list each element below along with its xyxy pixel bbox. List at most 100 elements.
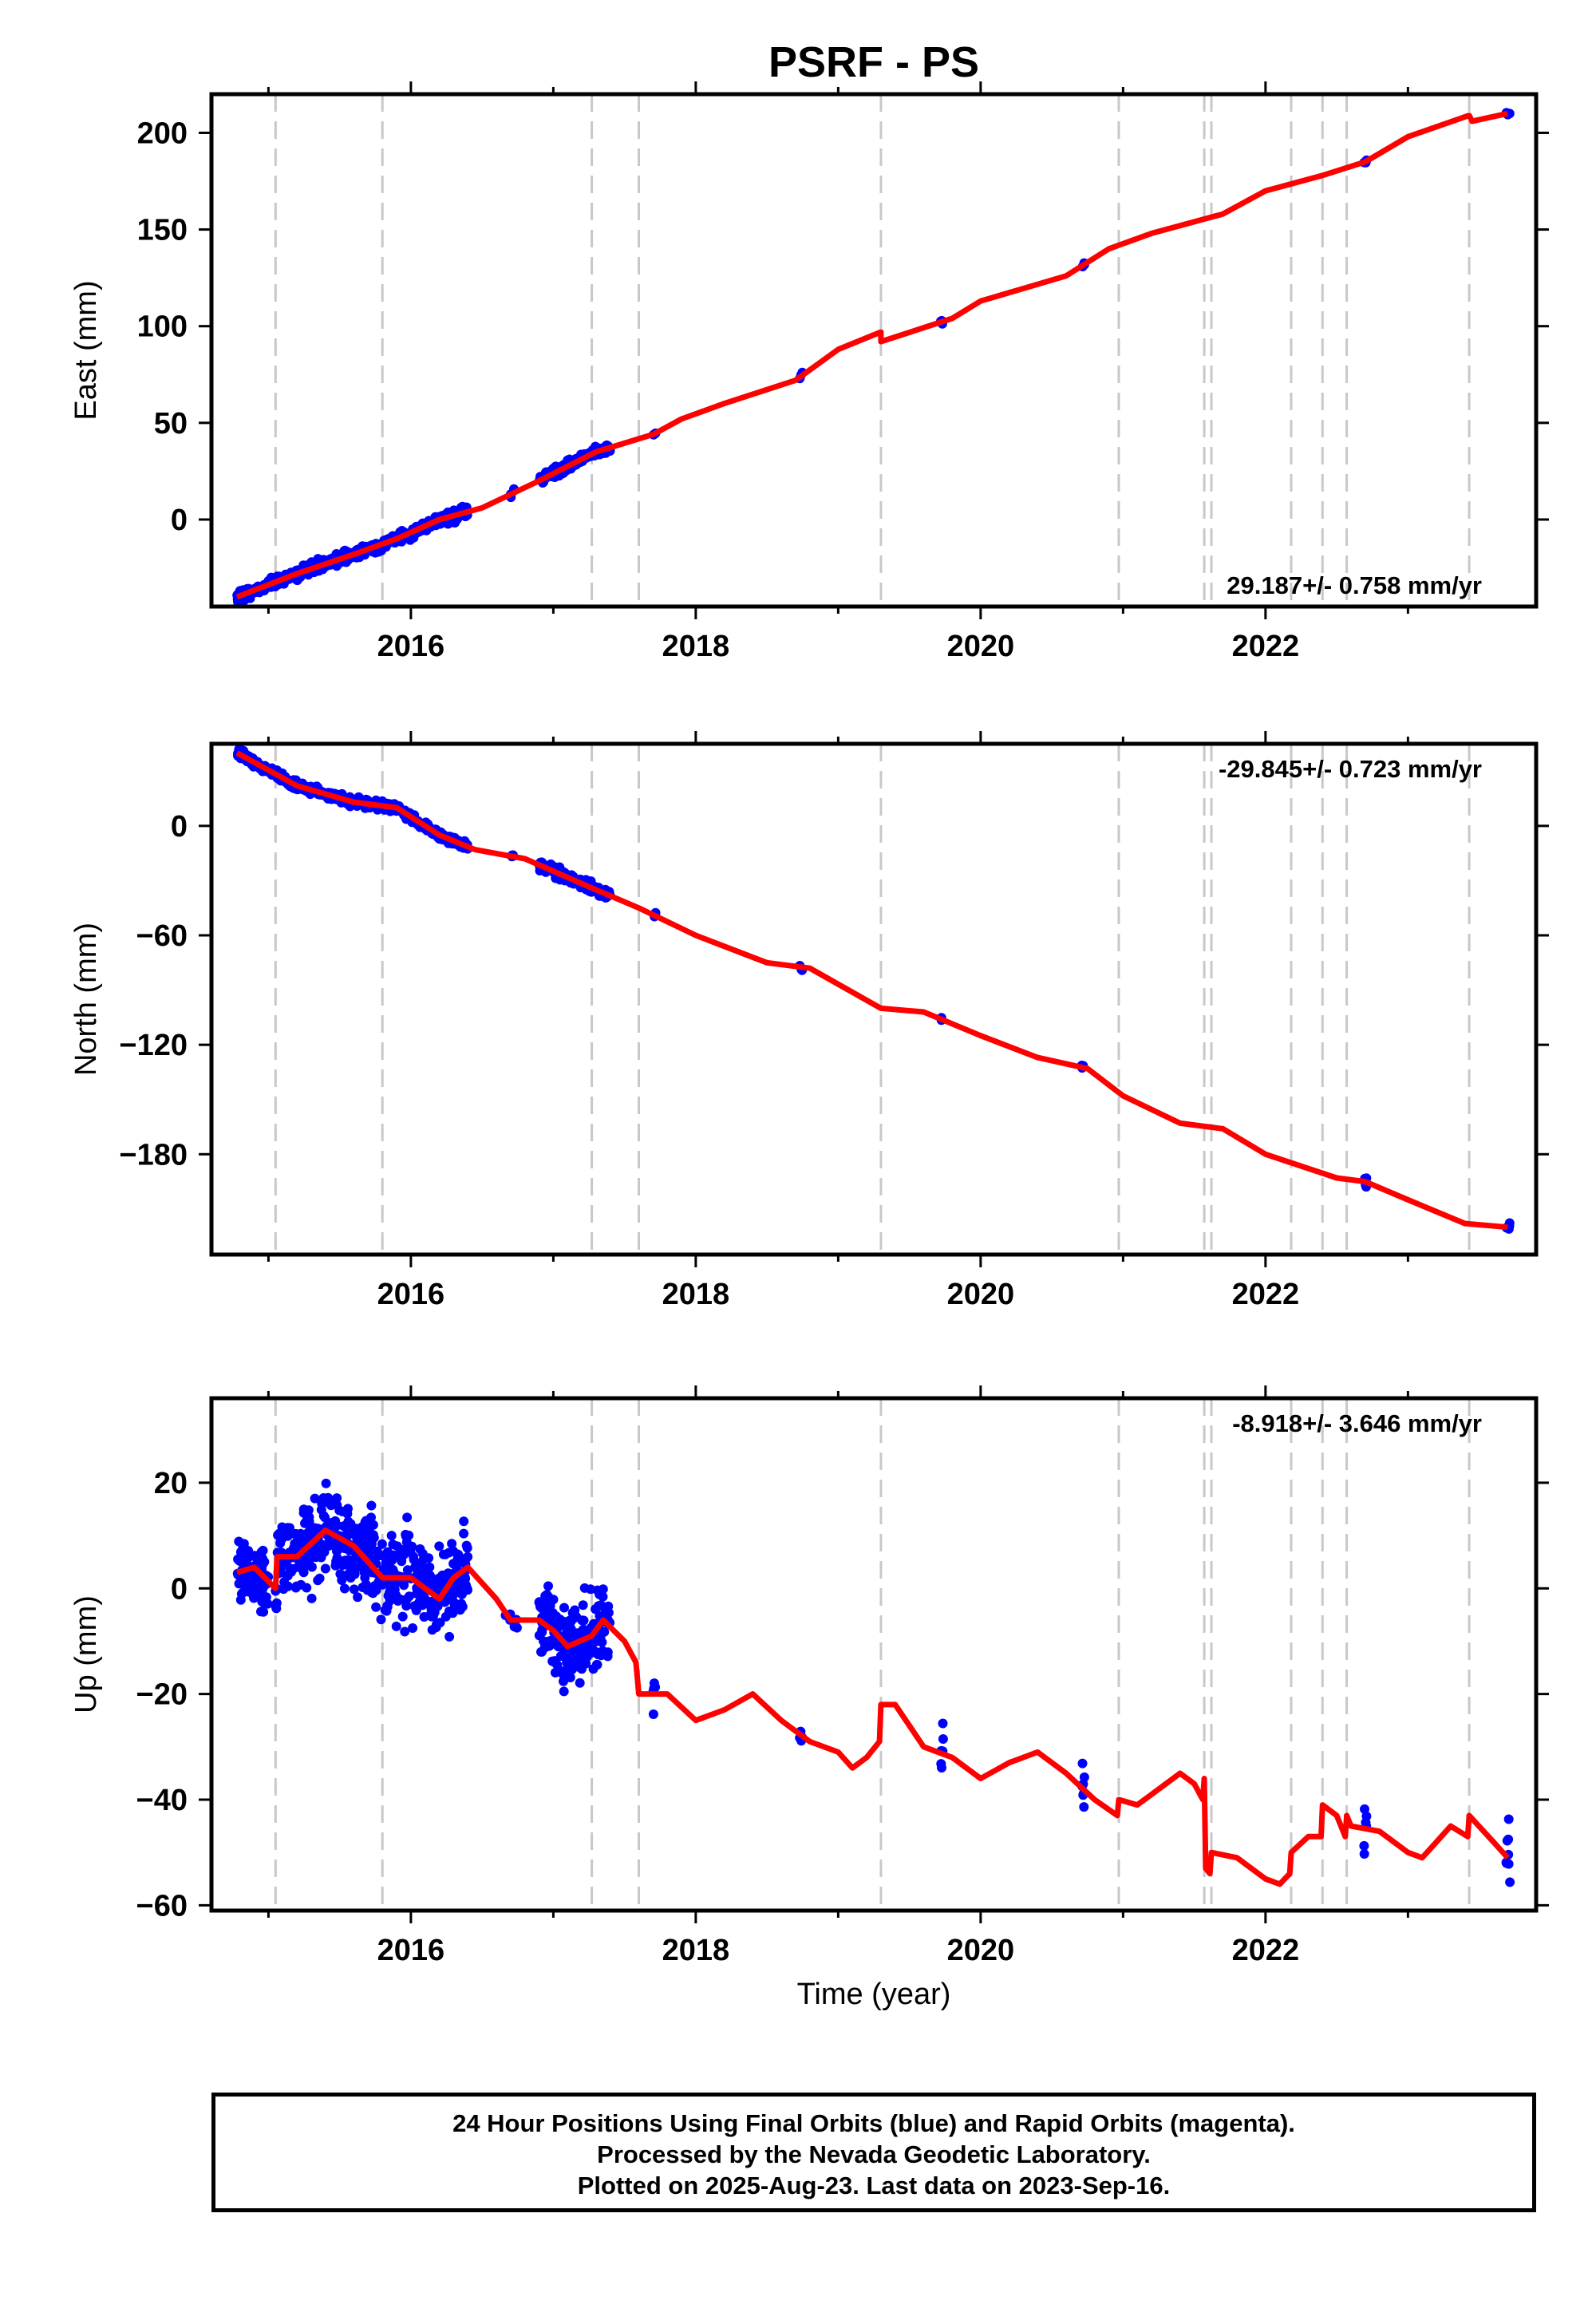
data-point <box>447 1539 457 1549</box>
x-tick-label: 2016 <box>377 1934 445 1967</box>
y-axis-label: Up (mm) <box>69 1595 103 1713</box>
data-point <box>512 1622 522 1633</box>
data-point <box>440 1549 451 1559</box>
data-point <box>400 1626 410 1637</box>
data-point <box>386 1531 397 1541</box>
data-point <box>938 1734 948 1744</box>
x-tick-label: 2016 <box>377 630 445 663</box>
plot-area-east <box>232 94 1515 607</box>
x-tick-label: 2022 <box>1232 630 1300 663</box>
y-axis-label: East (mm) <box>69 280 103 420</box>
data-point <box>544 1608 555 1618</box>
data-point <box>369 1581 380 1591</box>
panel-up: 2016 2018 2020 2022 20 0 −20 −40 −60 Up (mm) Time … <box>69 1385 1549 2011</box>
data-point <box>535 1598 545 1608</box>
x-tick-label: 2018 <box>662 1934 730 1967</box>
data-point <box>459 1528 469 1539</box>
data-point <box>593 1650 603 1659</box>
y-tick-label: 0 <box>171 1572 188 1606</box>
model-line <box>235 110 1509 600</box>
data-point <box>559 1603 569 1613</box>
data-point <box>579 1642 589 1653</box>
data-point <box>258 1553 267 1563</box>
data-point <box>385 1587 395 1597</box>
data-point <box>234 1536 244 1547</box>
data-point <box>332 1493 342 1504</box>
panels-group: 2016 2018 2020 2022 0 50 100 150 200 East (mm) 29.… <box>69 81 1549 2011</box>
x-tick-label: 2022 <box>1232 1278 1300 1311</box>
data-point <box>282 1571 291 1580</box>
data-point <box>565 1673 575 1682</box>
data-point <box>320 1497 330 1507</box>
data-point <box>578 1600 588 1611</box>
plot-frame <box>209 92 1539 609</box>
data-point <box>592 1659 602 1670</box>
x-tick-label: 2020 <box>947 1278 1015 1311</box>
data-point <box>380 1605 390 1615</box>
data-point <box>339 546 350 556</box>
data-point <box>401 1594 412 1604</box>
data-point <box>275 1538 286 1548</box>
y-tick-label: 150 <box>137 214 188 247</box>
data-point <box>235 1595 246 1605</box>
data-point <box>349 1584 359 1595</box>
data-point <box>537 1646 547 1657</box>
data-point <box>448 1546 458 1556</box>
data-point <box>366 1539 377 1549</box>
x-tick-label: 2018 <box>662 1278 730 1311</box>
data-point <box>458 1584 468 1595</box>
data-point <box>603 1601 614 1611</box>
model-line <box>236 1528 1510 1887</box>
y-tick-label: −60 <box>136 1889 188 1923</box>
footer-line-plotted: Plotted on 2025-Aug-23. Last data on 202… <box>577 2172 1171 2199</box>
data-point <box>331 1556 342 1567</box>
data-point <box>435 1618 445 1628</box>
plot-frame <box>209 741 1539 1257</box>
plot-frame <box>209 1396 1539 1913</box>
data-point <box>1503 1859 1514 1869</box>
data-point <box>1077 1758 1088 1769</box>
data-point <box>387 1555 397 1566</box>
data-point <box>382 1547 393 1557</box>
x-tick-label: 2016 <box>377 1278 445 1311</box>
data-point <box>1505 1877 1515 1887</box>
data-point <box>591 1604 600 1614</box>
data-point <box>388 1564 398 1575</box>
data-point <box>306 1593 317 1603</box>
data-point <box>249 1593 259 1603</box>
data-point <box>543 1581 553 1591</box>
data-point <box>412 1602 422 1612</box>
data-point <box>579 1615 589 1626</box>
data-point <box>648 1709 658 1719</box>
data-point <box>274 1528 284 1539</box>
data-point <box>271 1598 282 1608</box>
data-point <box>351 1563 361 1573</box>
data-point <box>399 1580 409 1591</box>
data-point <box>1359 1840 1369 1851</box>
data-point <box>544 1641 555 1651</box>
data-point <box>1359 1849 1369 1859</box>
x-tick-label: 2020 <box>947 1934 1015 1967</box>
y-tick-label: 100 <box>137 310 188 344</box>
y-tick-label: 0 <box>171 504 188 537</box>
y-tick-label: 200 <box>137 117 188 150</box>
data-point <box>343 1525 354 1535</box>
data-point <box>567 1664 577 1674</box>
footer-line-processed: Processed by the Nevada Geodetic Laborat… <box>597 2140 1151 2168</box>
data-point <box>401 1529 411 1539</box>
data-point <box>323 1539 333 1549</box>
data-point <box>377 1539 387 1549</box>
velocity-annotation: 29.187+/- 0.758 mm/yr <box>1227 571 1482 599</box>
y-tick-label: 50 <box>154 407 188 441</box>
y-tick-label: 0 <box>171 810 188 844</box>
data-point <box>335 1569 346 1579</box>
data-point <box>571 1611 582 1622</box>
data-point <box>294 1559 305 1570</box>
data-point <box>401 1537 412 1547</box>
data-point <box>302 1531 312 1541</box>
footer-line-orbits: 24 Hour Positions Using Final Orbits (bl… <box>452 2109 1295 2137</box>
model-line <box>235 750 1508 1231</box>
data-point <box>1361 1811 1372 1821</box>
data-point <box>371 1602 381 1612</box>
